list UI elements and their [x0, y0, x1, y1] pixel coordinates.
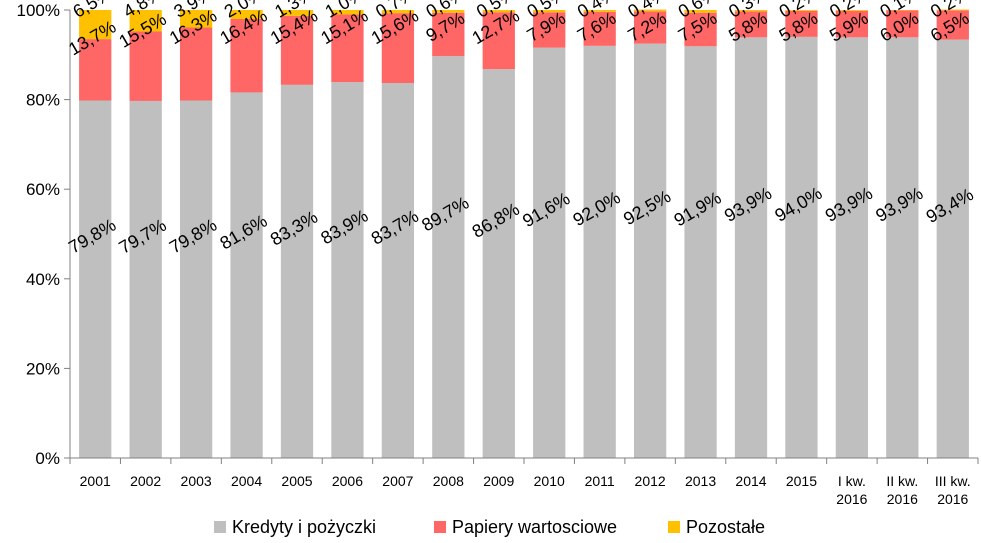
- bar-segment: [633, 11, 667, 44]
- bar-segment: [381, 10, 415, 14]
- data-labels: 79,8%13,7%6,5%79,7%15,5%4,8%79,8%16,3%3,…: [65, 0, 977, 258]
- bar-segment: [432, 12, 465, 57]
- bar-segment: [684, 12, 717, 47]
- y-tick-label: 60%: [26, 180, 60, 199]
- bar-segment: [734, 10, 768, 12]
- bar-segment: [230, 18, 263, 93]
- bar-segment: [280, 10, 314, 16]
- x-tick-label: 2014: [735, 473, 766, 489]
- bar-segment: [331, 14, 364, 83]
- legend-label: Kredyty i pożyczki: [232, 517, 376, 537]
- x-tick-label: 2004: [231, 473, 262, 489]
- bar-segment: [331, 10, 364, 15]
- bar-segment: [179, 100, 213, 458]
- bar-segment: [482, 10, 515, 13]
- x-tick-label: II kw. 2016: [886, 473, 918, 507]
- legend-swatch: [668, 521, 680, 533]
- bar-segment: [684, 46, 717, 459]
- bar-segment: [684, 10, 717, 13]
- bar-segment: [633, 9, 667, 12]
- bar-segment: [179, 10, 213, 28]
- bar-segment: [230, 10, 263, 19]
- x-tick-label: 2003: [181, 473, 212, 489]
- y-tick-label: 100%: [17, 1, 60, 20]
- bar-segment: [79, 10, 112, 40]
- bar-segment: [129, 100, 162, 458]
- bar-segment: [835, 10, 869, 38]
- bar-segment: [785, 10, 818, 11]
- bar-segment: [936, 9, 969, 11]
- x-tick-label: 2013: [685, 473, 716, 489]
- bars: [79, 9, 969, 459]
- bar-segment: [79, 100, 112, 458]
- x-tick-label: 2011: [585, 473, 615, 489]
- y-axis: 0% 20% 40% 60% 80% 100%: [17, 1, 71, 468]
- bar-segment: [280, 84, 314, 458]
- bar-segment: [533, 10, 566, 13]
- legend-label: Pozostałe: [686, 517, 765, 537]
- x-tick-label: 2006: [332, 473, 363, 489]
- x-tick-label: III kw. 2016: [935, 473, 971, 507]
- bar-segment: [886, 10, 919, 38]
- x-tick-label: 2007: [382, 473, 413, 489]
- bar-segment: [179, 27, 213, 101]
- x-tick-label: 2009: [483, 473, 514, 489]
- legend: Kredyty i pożyczki Papiery wartosciowe Poz…: [214, 517, 765, 537]
- bar-segment: [230, 92, 263, 458]
- bar-segment: [785, 10, 818, 37]
- x-tick-label: 2015: [786, 473, 817, 489]
- bar-segment: [432, 56, 465, 458]
- bar-segment: [583, 45, 616, 459]
- bar-segment: [79, 39, 112, 101]
- bar-segment: [381, 13, 415, 84]
- bar-segment: [331, 82, 364, 459]
- bar-segment: [583, 11, 616, 46]
- x-tick-label: I kw. 2016: [836, 473, 867, 507]
- y-tick-label: 40%: [26, 270, 60, 289]
- bar-segment: [432, 10, 465, 13]
- bar-segment: [583, 10, 616, 12]
- y-tick-label: 80%: [26, 91, 60, 110]
- bar-segment: [129, 31, 162, 101]
- bar-segment: [835, 10, 869, 11]
- bar-segment: [533, 47, 566, 459]
- bar-segment: [936, 10, 969, 40]
- bar-segment: [936, 39, 969, 459]
- y-tick-label: 0%: [35, 449, 60, 468]
- bar-segment: [734, 37, 768, 458]
- x-axis: 2001 2002 2003 2004 2005 2006 2007 2008 2009 2010…: [69, 457, 979, 507]
- y-tick-label: 20%: [26, 359, 60, 378]
- bar-segment: [734, 11, 768, 38]
- bar-segment: [129, 10, 162, 32]
- bar-segment: [280, 15, 314, 85]
- legend-swatch: [214, 521, 226, 533]
- x-tick-label: 2008: [433, 473, 464, 489]
- legend-swatch: [434, 521, 446, 533]
- x-tick-label: 2005: [281, 473, 312, 489]
- legend-label: Papiery wartosciowe: [452, 517, 617, 537]
- bar-segment: [533, 12, 566, 48]
- bar-segment: [835, 37, 869, 458]
- bar-segment: [785, 36, 818, 458]
- x-tick-label: 2001: [80, 473, 111, 489]
- x-tick-label: 2010: [534, 473, 565, 489]
- bar-segment: [482, 12, 515, 70]
- x-tick-label: 2002: [130, 473, 161, 489]
- bar-segment: [886, 37, 919, 458]
- bar-segment: [381, 83, 415, 459]
- bar-segment: [633, 43, 667, 458]
- x-tick-label: 2012: [635, 473, 666, 489]
- bar-segment: [482, 69, 515, 459]
